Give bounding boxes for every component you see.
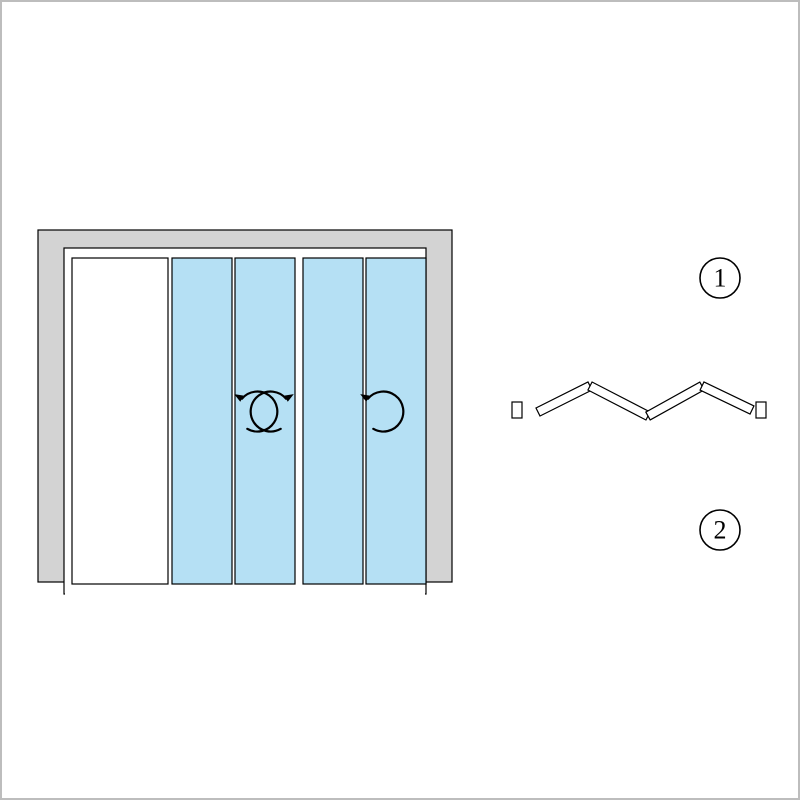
label-text: 1: [714, 264, 727, 293]
open-bay: [72, 258, 168, 584]
door-panel-1: [172, 258, 232, 584]
diagram-canvas: 12: [0, 0, 800, 800]
door-panel-3: [303, 258, 363, 584]
door-panel-2: [235, 258, 295, 584]
door-panel-4: [366, 258, 426, 584]
diagram-svg: 12: [0, 0, 800, 800]
plan-right-post: [756, 402, 766, 418]
label-text: 2: [714, 516, 727, 545]
plan-left-post: [512, 402, 522, 418]
